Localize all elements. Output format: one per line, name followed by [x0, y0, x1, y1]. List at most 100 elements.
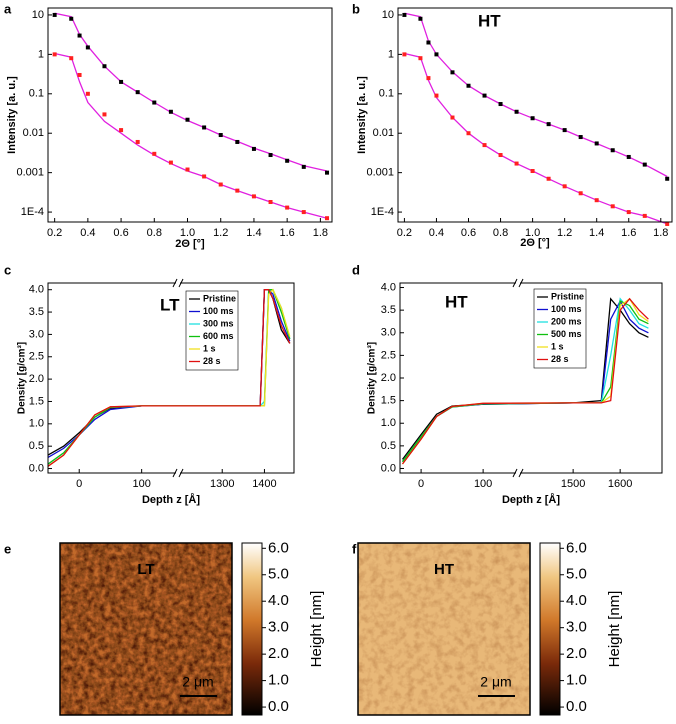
plot-frame [47, 282, 295, 474]
legend-label: 28 s [203, 356, 221, 366]
data-point [546, 176, 551, 181]
data-point [578, 135, 583, 140]
colorbar-tick-label: 2.0 [268, 645, 289, 662]
data-point [285, 205, 290, 210]
legend-label: 300 ms [203, 318, 234, 328]
colorbar-tick-label: 0.0 [566, 698, 587, 715]
y-axis-label: Density [g/cm³] [17, 342, 28, 414]
data-line [54, 12, 328, 172]
data-line [404, 12, 668, 178]
x-axis-label: Depth z [Å] [142, 493, 200, 506]
data-point [235, 188, 240, 193]
data-line [47, 289, 291, 465]
data-point [426, 40, 431, 45]
x-tick-label: 0.6 [113, 227, 128, 239]
y-tick-label: 2.0 [29, 373, 44, 385]
data-point [152, 100, 157, 105]
axis-break [178, 468, 184, 478]
x-tick-label: 0.6 [461, 227, 476, 239]
data-point [626, 210, 631, 215]
y-tick-label: 1 [38, 48, 44, 60]
data-point [466, 83, 471, 88]
axis-break [512, 468, 518, 478]
data-line [47, 289, 291, 467]
data-point [418, 56, 423, 61]
data-point [85, 91, 90, 96]
data-point [594, 141, 599, 146]
y-axis-label: Intensity [a. u.] [356, 76, 368, 154]
legend-box [533, 288, 587, 369]
x-axis-label: Depth z [Å] [502, 493, 560, 506]
x-tick-label: 1.8 [653, 227, 668, 239]
data-point [77, 33, 82, 38]
legend-box [185, 290, 239, 371]
data-point [152, 151, 157, 156]
x-tick-label: 0.4 [429, 227, 444, 239]
x-tick-label: 1.2 [557, 227, 572, 239]
axis-break [172, 278, 178, 288]
data-point [218, 133, 223, 138]
data-point [418, 16, 423, 21]
panel: 0.0 0.5 1.0 1.5 2.0 2.5 3.0 3.5 4.0 0 100 1300 1400 D… [17, 278, 295, 506]
y-tick-label: 1E-4 [21, 206, 44, 218]
data-point [665, 221, 670, 226]
axis-break [518, 468, 524, 478]
afm-image-frame [357, 542, 531, 716]
data-point [530, 116, 535, 121]
y-tick-label: 0.001 [366, 167, 394, 179]
x-tick-label: 1.4 [246, 227, 261, 239]
data-point [52, 12, 57, 17]
x-tick-label: 1.6 [280, 227, 295, 239]
x-tick-label: 1500 [561, 478, 585, 490]
y-tick-label: 4.0 [381, 281, 396, 293]
data-point [498, 102, 503, 107]
data-point [530, 169, 535, 174]
data-point [102, 112, 107, 117]
y-tick-label: 10 [32, 9, 44, 21]
x-tick-label: 0.2 [397, 227, 412, 239]
data-point [482, 93, 487, 98]
data-point [69, 56, 74, 61]
colorbar-tick-label: 0.0 [268, 698, 289, 715]
y-tick-label: 10 [382, 9, 394, 21]
data-point [235, 139, 240, 144]
y-tick-label: 0.0 [29, 462, 44, 474]
y-tick-label: 0.01 [373, 127, 394, 139]
y-tick-label: 2.0 [381, 372, 396, 384]
data-line [47, 288, 291, 467]
y-tick-label: 0.1 [379, 88, 394, 100]
y-tick-label: 0.5 [29, 440, 44, 452]
data-line [401, 297, 649, 460]
x-tick-label: 100 [474, 478, 492, 490]
plot-frame [399, 282, 663, 474]
legend-label: 100 ms [203, 306, 234, 316]
data-point [434, 52, 439, 57]
data-point [578, 191, 583, 196]
scale-bar-label: 2 μm [182, 674, 213, 690]
data-point [514, 161, 519, 166]
data-line [47, 289, 291, 458]
y-tick-label: 0.1 [29, 88, 44, 100]
data-point [450, 115, 455, 120]
colorbar-tick-label: 5.0 [268, 566, 289, 583]
x-tick-label: 100 [132, 478, 150, 490]
x-tick-label: 0.4 [80, 227, 95, 239]
data-point [185, 117, 190, 122]
x-tick-label: 1.0 [525, 227, 540, 239]
data-point [85, 45, 90, 50]
x-tick-label: 1.0 [180, 227, 195, 239]
plot-frame [397, 7, 673, 223]
plot-frame [47, 7, 333, 223]
data-point [642, 213, 647, 218]
colorbar-label: Height [nm] [308, 591, 325, 668]
data-point [610, 204, 615, 209]
image-title: LT [137, 561, 154, 578]
legend-label: 200 ms [551, 316, 582, 326]
colorbar-tick-label: 2.0 [566, 645, 587, 662]
panel-letter: b [352, 1, 360, 16]
data-point [251, 146, 256, 151]
y-tick-label: 1 [388, 48, 394, 60]
data-point [185, 167, 190, 172]
data-point [562, 128, 567, 133]
